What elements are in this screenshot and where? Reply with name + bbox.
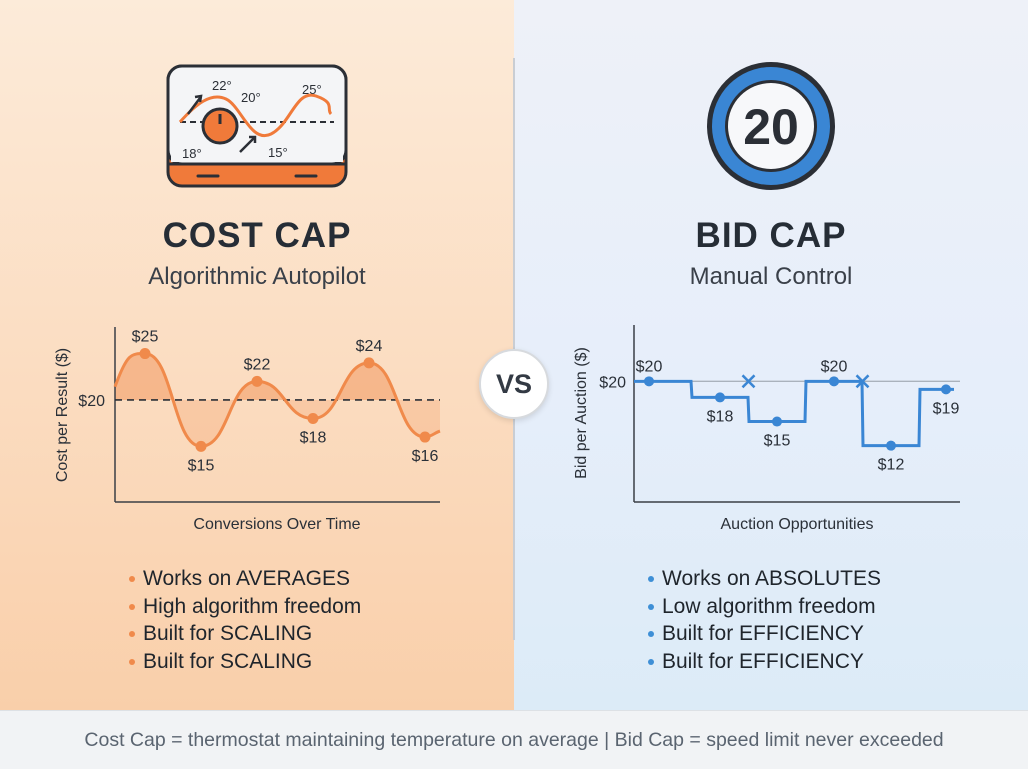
bullet-dot-icon bbox=[129, 631, 135, 637]
list-item: Built for EFFICIENCY bbox=[648, 648, 881, 676]
reference-label: $20 bbox=[599, 374, 626, 391]
list-item: High algorithm freedom bbox=[129, 593, 361, 621]
bullet-text: Built for EFFICIENCY bbox=[662, 649, 864, 673]
data-point bbox=[251, 375, 263, 387]
data-label: $15 bbox=[764, 433, 791, 450]
bullet-dot-icon bbox=[129, 576, 135, 582]
data-point bbox=[644, 376, 654, 387]
bid-cap-subtitle: Manual Control bbox=[689, 263, 853, 290]
bid-cap-title: BID CAP bbox=[695, 216, 847, 255]
data-label: $22 bbox=[244, 356, 271, 373]
data-label: $24 bbox=[356, 338, 383, 355]
data-point bbox=[363, 357, 375, 369]
data-label: $16 bbox=[412, 448, 439, 465]
bullet-dot-icon bbox=[648, 603, 654, 610]
thermostat-label: 18° bbox=[182, 146, 202, 161]
thermostat-icon: 22° 20° 25° 18° 15° bbox=[166, 64, 348, 188]
data-point bbox=[941, 384, 951, 395]
bullet-text: High algorithm freedom bbox=[143, 594, 362, 618]
reference-label: $20 bbox=[78, 393, 105, 410]
data-point bbox=[419, 431, 431, 443]
bid-cap-bullets: Works on ABSOLUTES Low algorithm freedom… bbox=[648, 565, 881, 675]
speed-limit-sign-icon: 20 bbox=[707, 62, 835, 190]
cost-series-line bbox=[113, 352, 441, 448]
data-label: $18 bbox=[300, 430, 327, 447]
data-label: $20 bbox=[821, 358, 848, 375]
x-axis-label: Auction Opportunities bbox=[721, 516, 874, 533]
list-item: Built for SCALING bbox=[129, 620, 361, 648]
bid-cap-chart: $20 $20 $18 $15 $20 $12 $19 Auction Opportuniti… bbox=[573, 325, 960, 533]
data-point bbox=[829, 376, 839, 387]
vs-badge: VS bbox=[479, 349, 549, 419]
data-point bbox=[307, 413, 319, 424]
cost-cap-chart: $20 $25 $15 $22 $18 $24 $16 Conversions Over Ti… bbox=[54, 327, 441, 533]
data-point bbox=[772, 416, 782, 427]
list-item: Works on ABSOLUTES bbox=[648, 565, 881, 593]
area-above-average bbox=[115, 353, 440, 400]
rejected-bid-icon bbox=[741, 374, 756, 389]
y-axis-label: Bid per Auction ($) bbox=[573, 347, 590, 479]
bullet-dot-icon bbox=[129, 603, 135, 610]
data-point bbox=[886, 440, 896, 451]
data-label: $15 bbox=[188, 457, 215, 474]
bullet-text: Works on ABSOLUTES bbox=[662, 567, 882, 590]
bullet-dot-icon bbox=[648, 658, 654, 665]
bullet-text: Built for EFFICIENCY bbox=[662, 622, 864, 645]
data-label: $20 bbox=[636, 358, 663, 375]
data-label: $19 bbox=[933, 400, 960, 417]
cost-cap-bullets: Works on AVERAGES High algorithm freedom… bbox=[129, 565, 361, 675]
cost-cap-subtitle: Algorithmic Autopilot bbox=[148, 263, 366, 290]
bid-series-line bbox=[634, 379, 954, 448]
thermostat-label: 20° bbox=[241, 90, 261, 105]
bullet-dot-icon bbox=[648, 631, 654, 637]
data-point bbox=[139, 348, 151, 360]
footer-caption: Cost Cap = thermostat maintaining temper… bbox=[0, 710, 1028, 769]
thermostat-label: 15° bbox=[268, 145, 288, 160]
bullet-text: Built for SCALING bbox=[143, 622, 313, 645]
y-axis-label: Cost per Result ($) bbox=[54, 348, 71, 482]
cost-cap-title: COST CAP bbox=[162, 216, 352, 255]
bullet-dot-icon bbox=[129, 658, 135, 665]
thermostat-label: 22° bbox=[212, 78, 232, 93]
data-point bbox=[715, 392, 725, 403]
speed-limit-value: 20 bbox=[743, 99, 799, 155]
data-label: $25 bbox=[132, 329, 159, 346]
bullet-text: Built for SCALING bbox=[143, 649, 313, 673]
list-item: Low algorithm freedom bbox=[648, 593, 881, 621]
list-item: Built for SCALING bbox=[129, 648, 361, 676]
bullet-text: Works on AVERAGES bbox=[143, 567, 350, 590]
rejected-bid-icon bbox=[855, 374, 870, 389]
bullet-text: Low algorithm freedom bbox=[662, 594, 876, 618]
data-label: $12 bbox=[878, 457, 905, 474]
x-axis-label: Conversions Over Time bbox=[193, 516, 360, 533]
list-item: Built for EFFICIENCY bbox=[648, 620, 881, 648]
thermostat-label: 25° bbox=[302, 82, 322, 97]
data-point bbox=[195, 440, 207, 452]
list-item: Works on AVERAGES bbox=[129, 565, 361, 593]
data-label: $18 bbox=[707, 408, 734, 425]
bullet-dot-icon bbox=[648, 576, 654, 582]
